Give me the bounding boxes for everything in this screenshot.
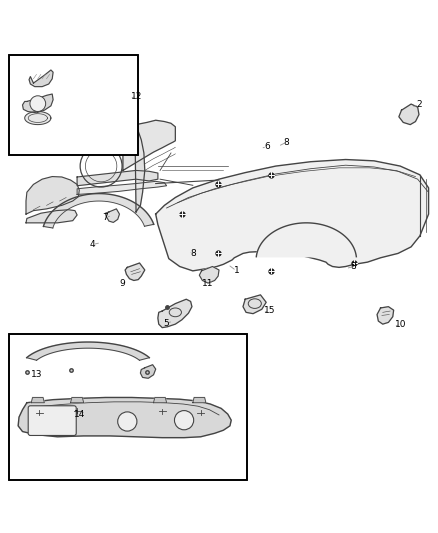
Bar: [10, 55, 138, 155]
Polygon shape: [26, 176, 79, 214]
Text: 15: 15: [264, 305, 275, 314]
Polygon shape: [77, 171, 158, 185]
Text: 8: 8: [350, 262, 357, 271]
Polygon shape: [106, 209, 120, 222]
Polygon shape: [31, 398, 44, 403]
Polygon shape: [199, 266, 219, 283]
Text: 11: 11: [202, 279, 214, 288]
Polygon shape: [158, 299, 192, 328]
Polygon shape: [18, 398, 231, 438]
Polygon shape: [22, 94, 53, 113]
Polygon shape: [399, 104, 419, 125]
Text: 8: 8: [191, 249, 197, 258]
Polygon shape: [125, 263, 145, 280]
Polygon shape: [29, 70, 53, 87]
Circle shape: [174, 410, 194, 430]
Polygon shape: [123, 120, 175, 171]
Polygon shape: [25, 111, 51, 125]
Text: 4: 4: [89, 240, 95, 249]
Polygon shape: [71, 398, 84, 403]
FancyBboxPatch shape: [28, 406, 76, 435]
Polygon shape: [77, 181, 166, 195]
Polygon shape: [153, 398, 166, 403]
Text: 6: 6: [264, 142, 270, 151]
Polygon shape: [377, 306, 394, 324]
Text: 9: 9: [119, 279, 125, 288]
Text: 13: 13: [31, 370, 42, 379]
Bar: [10, 334, 247, 480]
Text: 7: 7: [102, 213, 108, 222]
Text: 8: 8: [284, 138, 290, 147]
Polygon shape: [155, 159, 428, 271]
Text: 12: 12: [131, 92, 143, 101]
Text: 5: 5: [164, 319, 170, 328]
Polygon shape: [26, 210, 77, 223]
Polygon shape: [141, 365, 155, 378]
Polygon shape: [256, 223, 357, 257]
Text: 2: 2: [416, 100, 422, 109]
Polygon shape: [43, 193, 154, 228]
Circle shape: [30, 96, 46, 111]
Polygon shape: [243, 295, 266, 313]
Polygon shape: [193, 398, 206, 403]
Text: 10: 10: [395, 320, 406, 329]
Text: 1: 1: [233, 266, 239, 276]
Text: 14: 14: [74, 409, 85, 418]
Circle shape: [118, 412, 137, 431]
Polygon shape: [27, 342, 149, 360]
Bar: [10, 334, 247, 480]
Polygon shape: [135, 127, 145, 212]
Bar: [10, 55, 138, 155]
